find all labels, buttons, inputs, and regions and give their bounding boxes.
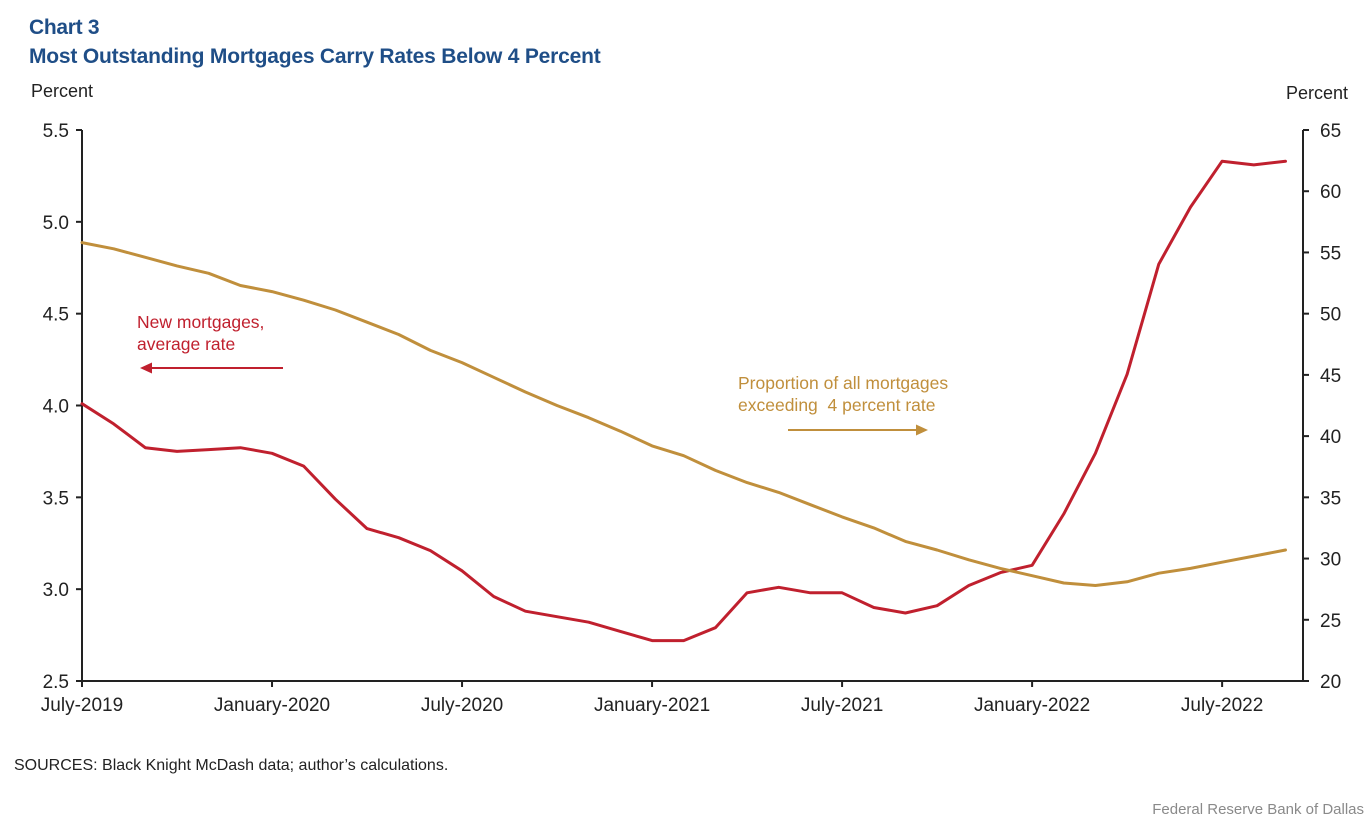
left-arrow-icon xyxy=(140,362,152,374)
credit-line: Federal Reserve Bank of Dallas xyxy=(1152,801,1364,818)
x-tick-label: July-2020 xyxy=(421,695,503,716)
right-y-tick-label: 25 xyxy=(1320,611,1341,632)
x-tick-label: January-2022 xyxy=(974,695,1090,716)
right-y-tick-label: 45 xyxy=(1320,366,1341,387)
x-tick-label: January-2020 xyxy=(214,695,330,716)
series-line-proportion-above-4-percent xyxy=(80,241,1287,587)
annotation-new-mortgages: New mortgages, average rate xyxy=(137,311,264,355)
right-y-tick-label: 35 xyxy=(1320,488,1341,509)
right-y-tick-label: 30 xyxy=(1320,550,1341,571)
right-y-tick-label: 50 xyxy=(1320,305,1341,326)
annotation-arrows xyxy=(140,362,928,436)
series-group xyxy=(80,159,1287,643)
right-arrow-icon xyxy=(916,424,928,436)
right-y-tick-label: 65 xyxy=(1320,121,1341,142)
left-y-tick-label: 4.5 xyxy=(43,305,69,326)
right-y-tick-label: 40 xyxy=(1320,427,1341,448)
annotation-new-mortgages-line1: New mortgages, xyxy=(137,312,265,332)
left-y-tick-label: 4.0 xyxy=(43,397,69,418)
right-y-tick-label: 55 xyxy=(1320,243,1341,264)
chart-title: Most Outstanding Mortgages Carry Rates B… xyxy=(29,45,601,68)
series-line-new-mortgage-rate xyxy=(80,159,1287,643)
left-y-tick-label: 3.5 xyxy=(43,488,69,509)
annotation-proportion: Proportion of all mortgages exceeding 4 … xyxy=(738,372,948,416)
left-y-tick-label: 3.0 xyxy=(43,580,69,601)
x-tick-label: July-2022 xyxy=(1181,695,1263,716)
x-tick-label: January-2021 xyxy=(594,695,710,716)
left-y-tick-label: 2.5 xyxy=(43,672,69,693)
annotation-proportion-line1: Proportion of all mortgages xyxy=(738,373,949,393)
annotation-new-mortgages-line2: average rate xyxy=(137,334,236,354)
annotation-proportion-line2: exceeding 4 percent rate xyxy=(738,395,936,415)
axes: 2.5 3.0 3.5 4.0 4.5 5.0 5.5 20 25 30 35 40 45 50 55 60 6… xyxy=(41,121,1341,716)
left-y-tick-label: 5.0 xyxy=(43,213,69,234)
chart-number: Chart 3 xyxy=(29,16,100,39)
x-tick-label: July-2019 xyxy=(41,695,123,716)
x-tick-label: July-2021 xyxy=(801,695,883,716)
right-y-tick-label: 60 xyxy=(1320,182,1341,203)
left-y-tick-label: 5.5 xyxy=(43,121,69,142)
right-y-tick-label: 20 xyxy=(1320,672,1341,693)
left-axis-unit-label: Percent xyxy=(31,81,94,101)
right-axis-unit-label: Percent xyxy=(1285,83,1348,103)
source-note: SOURCES: Black Knight McDash data; autho… xyxy=(14,757,449,774)
